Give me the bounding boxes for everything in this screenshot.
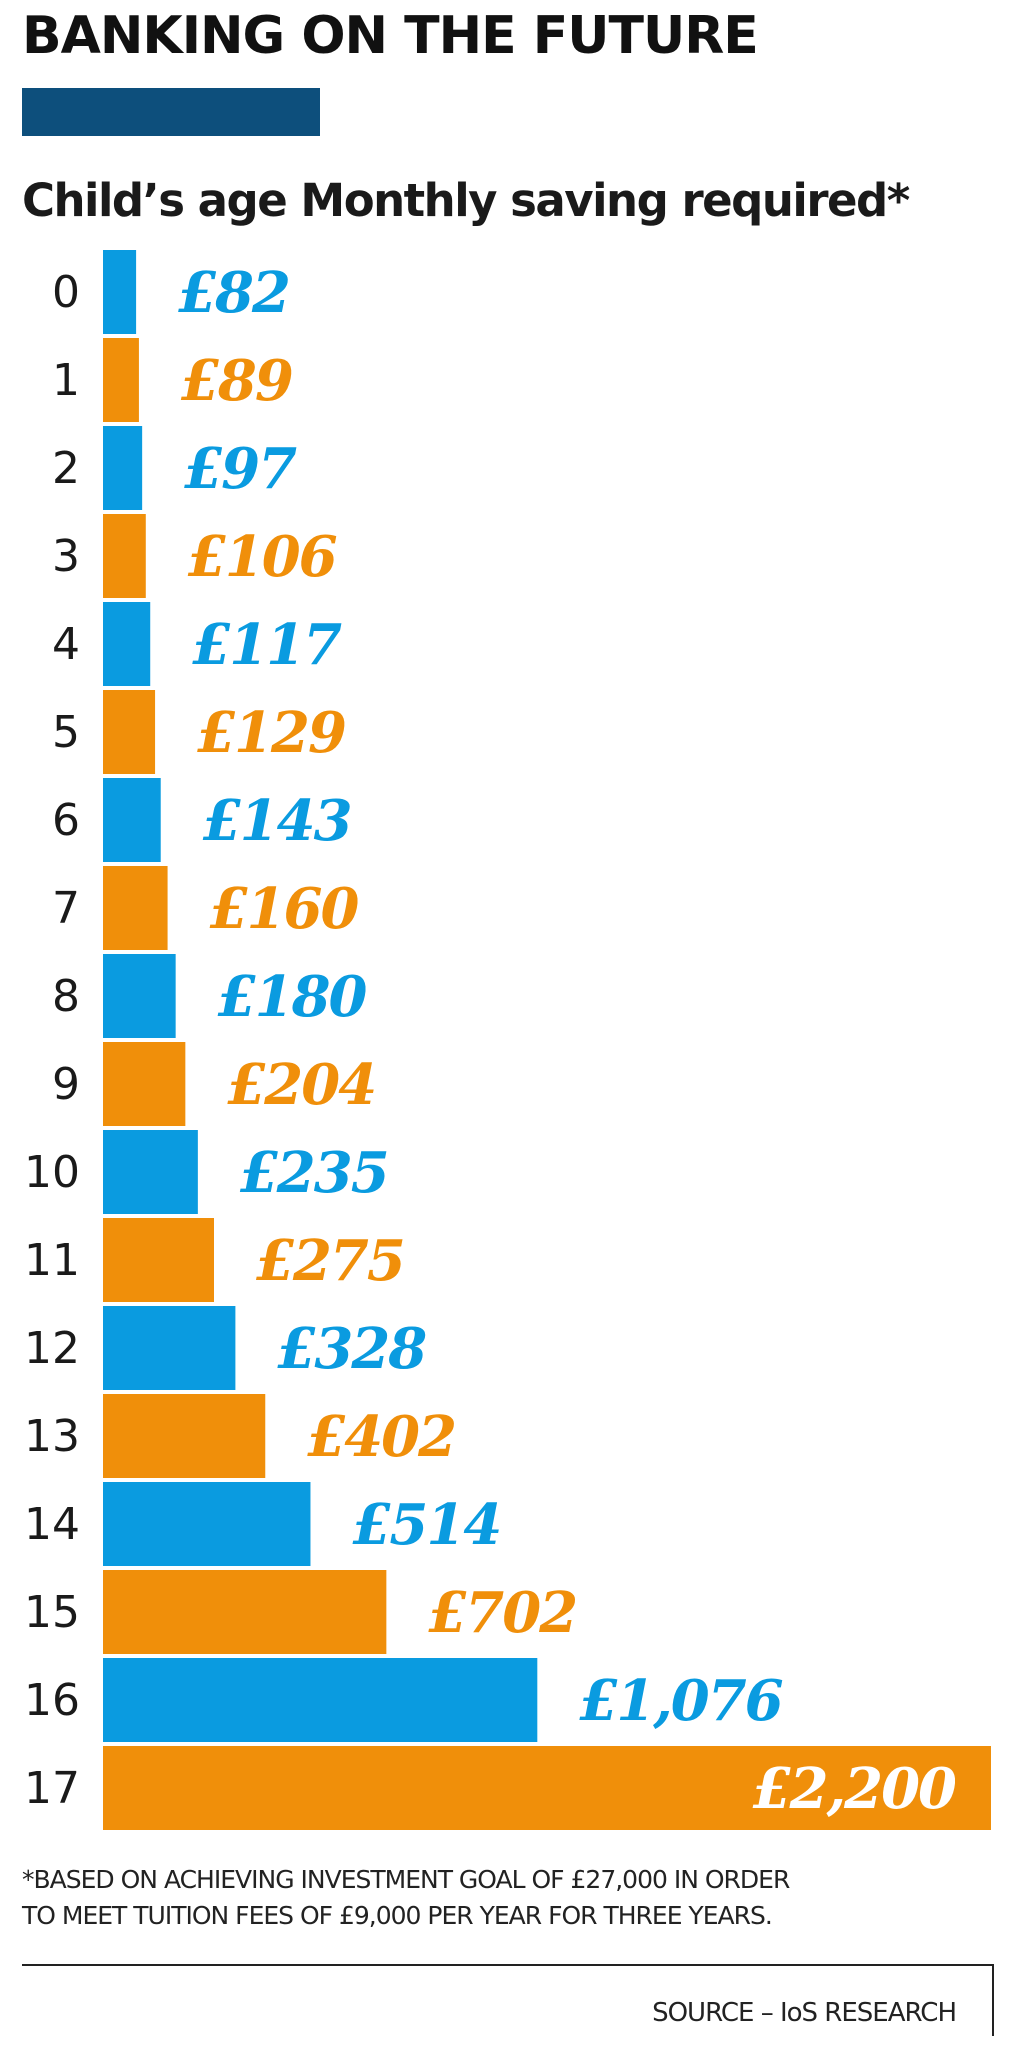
age-label: 2: [52, 443, 80, 494]
bar-age-17: [103, 1746, 991, 1830]
bar-age-2: [103, 426, 143, 510]
value-label: £328: [277, 1316, 426, 1382]
footnote-line-1: *BASED ON ACHIEVING INVESTMENT GOAL OF £…: [22, 1865, 790, 1894]
footnote-line-2: TO MEET TUITION FEES OF £9,000 PER YEAR …: [22, 1901, 773, 1931]
value-label: £2,200: [753, 1756, 957, 1822]
age-label: 5: [52, 707, 80, 758]
bar-age-11: [103, 1218, 214, 1302]
bar-age-10: [103, 1130, 198, 1214]
age-label: 12: [24, 1323, 80, 1374]
age-label: 1: [52, 355, 80, 406]
bar-age-1: [103, 338, 139, 422]
age-label: 6: [52, 795, 80, 846]
bar-age-16: [103, 1658, 538, 1742]
value-label: £235: [240, 1140, 388, 1206]
source-credit: SOURCE – IoS RESEARCH: [652, 1998, 957, 2028]
value-label: £402: [307, 1404, 455, 1470]
value-label: £143: [203, 788, 351, 854]
bar-age-8: [103, 954, 176, 1038]
age-label: 15: [24, 1587, 80, 1638]
bar-age-13: [103, 1394, 266, 1478]
value-label: £82: [178, 260, 289, 326]
value-label: £117: [192, 612, 342, 678]
age-label: 16: [24, 1675, 80, 1726]
age-label: 14: [24, 1499, 80, 1550]
chart-title: BANKING ON THE FUTURE: [22, 6, 759, 66]
bar-age-0: [103, 250, 137, 334]
value-label: £180: [218, 964, 368, 1030]
age-label: 0: [52, 267, 80, 318]
footnote: *BASED ON ACHIEVING INVESTMENT GOAL OF £…: [22, 1862, 922, 1935]
age-label: 11: [24, 1235, 80, 1286]
value-label: £106: [188, 524, 337, 590]
value-label: £97: [184, 436, 297, 502]
source-box: SOURCE – IoS RESEARCH: [22, 1964, 994, 2036]
bar-age-5: [103, 690, 156, 774]
age-label: 3: [52, 531, 80, 582]
bar-age-12: [103, 1306, 236, 1390]
bar-age-14: [103, 1482, 311, 1566]
bar-age-7: [103, 866, 168, 950]
age-label: 17: [24, 1763, 80, 1814]
bar-age-4: [103, 602, 151, 686]
value-label: £89: [181, 348, 293, 414]
value-label: £160: [210, 876, 360, 942]
value-label: £514: [352, 1492, 500, 1558]
bar-age-15: [103, 1570, 387, 1654]
age-label: 8: [52, 971, 80, 1022]
age-label: 9: [52, 1059, 80, 1110]
chart-subtitle: Child’s age Monthly saving required*: [22, 174, 910, 227]
value-label: £702: [428, 1580, 576, 1646]
bar-age-9: [103, 1042, 186, 1126]
age-label: 10: [24, 1147, 80, 1198]
bar-age-3: [103, 514, 146, 598]
value-label: £129: [197, 700, 346, 766]
bar-age-6: [103, 778, 161, 862]
age-label: 7: [52, 883, 80, 934]
title-accent-bar: [22, 88, 320, 136]
value-label: £275: [256, 1228, 404, 1294]
value-label: £1,076: [579, 1668, 782, 1734]
value-label: £204: [227, 1052, 375, 1118]
age-label: 13: [24, 1411, 80, 1462]
bar-chart: 0 £82 1 £89 2 £97 3 £106 4 £117 5 £129 6 £143 7 £160 8 £1…: [24, 250, 991, 1830]
age-label: 4: [52, 619, 80, 670]
